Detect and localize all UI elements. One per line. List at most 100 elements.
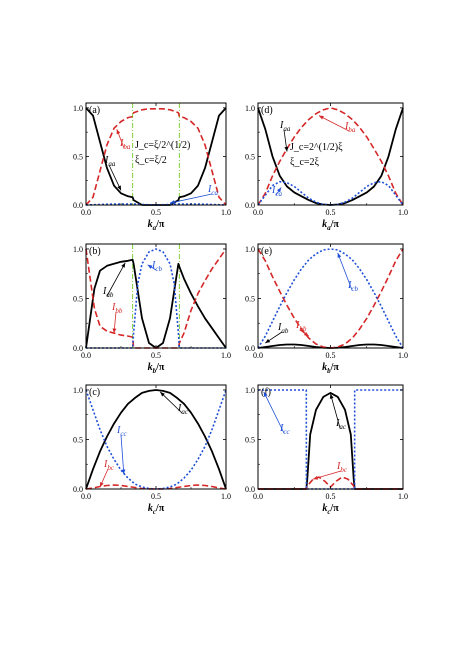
annotation-arrow bbox=[330, 393, 341, 429]
annotation-arrowhead bbox=[170, 200, 175, 204]
annotation-arrowhead bbox=[100, 482, 104, 488]
y-tick-label: 0.0 bbox=[73, 344, 83, 353]
annotation-arrowhead bbox=[318, 115, 324, 120]
curve-label: Icb bbox=[151, 260, 162, 273]
curve-label: Ibc bbox=[336, 461, 348, 474]
panel-label: (d) bbox=[261, 105, 273, 116]
x-axis-label: ka/π bbox=[322, 219, 339, 232]
y-tick-label: 0.0 bbox=[245, 485, 255, 494]
y-tick-label: 1.0 bbox=[73, 104, 83, 113]
annotation-arrowhead bbox=[303, 331, 309, 337]
y-tick-label: 0.5 bbox=[245, 435, 255, 444]
curve-label: Icc bbox=[116, 425, 127, 438]
annotation-arrow bbox=[106, 262, 126, 297]
x-tick-label: 0.0 bbox=[81, 351, 91, 360]
y-tick-label: 1.0 bbox=[73, 245, 83, 254]
y-tick-label: 0.5 bbox=[73, 294, 83, 303]
y-tick-label: 1.0 bbox=[245, 386, 255, 395]
x-tick-label: 1.0 bbox=[221, 351, 231, 360]
annotation-arrowhead bbox=[160, 391, 165, 397]
chart-panel: 0.0 0.5 1.0 0.0 0.5 1.0 (b) kb/π Iab Ibb Icb bbox=[73, 243, 231, 375]
series-line-blue bbox=[258, 389, 403, 490]
panel-label: (b) bbox=[89, 246, 101, 257]
panel-label: (c) bbox=[89, 387, 100, 398]
y-tick-label: 0.5 bbox=[245, 294, 255, 303]
x-axis-label: ka/π bbox=[148, 219, 165, 232]
curve-label: Iaa bbox=[104, 155, 116, 168]
panel-label: (a) bbox=[89, 105, 100, 116]
x-tick-label: 0.0 bbox=[253, 208, 263, 217]
x-tick-label: 0.0 bbox=[81, 208, 91, 217]
annotation-arrow bbox=[159, 391, 183, 414]
annotation-arrowhead bbox=[313, 475, 319, 480]
curve-label: Ica bbox=[207, 184, 218, 197]
y-tick-label: 0.5 bbox=[73, 152, 83, 161]
annotation-arrowhead bbox=[121, 262, 126, 268]
curve-label: Iba bbox=[344, 121, 356, 134]
chart-panel: 0.0 0.5 1.0 0.0 0.5 1.0 (e) kb/π Iab Ibb Icb bbox=[245, 243, 408, 375]
series-line-blue bbox=[85, 203, 227, 206]
curve-label: Ica bbox=[271, 185, 282, 198]
y-tick-label: 0.0 bbox=[73, 201, 83, 210]
x-axis-label: kc/π bbox=[148, 503, 165, 516]
x-tick-label: 0.0 bbox=[81, 492, 91, 501]
x-tick-label: 0.5 bbox=[151, 492, 161, 501]
x-tick-label: 0.5 bbox=[326, 351, 336, 360]
y-tick-label: 0.5 bbox=[245, 152, 255, 161]
annotation-arrowhead bbox=[121, 469, 126, 475]
series-line-red bbox=[85, 108, 227, 206]
annotation-arrow bbox=[337, 252, 353, 291]
y-tick-label: 0.0 bbox=[245, 344, 255, 353]
curve-label: Iac bbox=[177, 403, 189, 416]
annotation-arrowhead bbox=[112, 328, 117, 334]
annotation-arrow bbox=[312, 470, 342, 480]
x-tick-label: 1.0 bbox=[221, 492, 231, 501]
curve-label: Ibc bbox=[103, 459, 115, 472]
parameter-label: J_c=ξ/2^(1/2) bbox=[135, 140, 190, 151]
annotation-arrow bbox=[108, 164, 122, 191]
curve-label: Icb bbox=[347, 280, 358, 293]
series-line-black bbox=[85, 389, 227, 490]
series-line-black bbox=[258, 391, 403, 490]
x-tick-label: 1.0 bbox=[398, 492, 408, 501]
curve-label: Ibb bbox=[295, 320, 307, 333]
panel-label: (f) bbox=[261, 387, 271, 398]
curve-label: Icc bbox=[279, 423, 290, 436]
annotation-arrow bbox=[169, 193, 213, 204]
chart-panel: 0.0 0.5 1.0 0.0 0.5 1.0 (f) kc/π Iac Ibc Icc bbox=[245, 384, 408, 516]
series-line-blue bbox=[257, 248, 404, 349]
x-tick-label: 1.0 bbox=[221, 208, 231, 217]
x-axis-label: kc/π bbox=[322, 503, 339, 516]
annotation-arrowhead bbox=[263, 391, 268, 397]
chart-panel: 0.0 0.5 1.0 0.0 0.5 1.0 (d) ka/π Iaa Iba Ica J_c=2^… bbox=[245, 102, 408, 232]
y-tick-label: 1.0 bbox=[245, 245, 255, 254]
annotation-arrowhead bbox=[337, 252, 342, 258]
curve-label: Ibb bbox=[111, 302, 123, 315]
y-tick-label: 0.0 bbox=[73, 485, 83, 494]
curve-label: Iaa bbox=[279, 120, 291, 133]
y-tick-label: 1.0 bbox=[245, 104, 255, 113]
annotation-arrow bbox=[120, 434, 125, 475]
curve-label: Iab bbox=[277, 322, 289, 335]
curve-label: Iac bbox=[335, 418, 347, 431]
x-tick-label: 0.5 bbox=[326, 208, 336, 217]
annotation-arrow bbox=[263, 391, 285, 434]
x-tick-label: 1.0 bbox=[398, 208, 408, 217]
annotation-arrowhead bbox=[265, 338, 271, 344]
series-line-red bbox=[85, 484, 227, 490]
y-tick-label: 1.0 bbox=[73, 386, 83, 395]
panel-label: (e) bbox=[261, 246, 272, 257]
curve-label: Iab bbox=[102, 286, 114, 299]
x-axis-label: kb/π bbox=[322, 362, 339, 375]
series-line-blue bbox=[85, 389, 227, 490]
annotation-arrow bbox=[318, 115, 350, 132]
x-tick-label: 0.5 bbox=[151, 208, 161, 217]
annotation-arrowhead bbox=[147, 264, 153, 269]
annotation-arrowhead bbox=[284, 146, 289, 152]
y-tick-label: 0.5 bbox=[73, 435, 83, 444]
x-tick-label: 0.5 bbox=[326, 492, 336, 501]
x-tick-label: 0.0 bbox=[253, 492, 263, 501]
x-tick-label: 1.0 bbox=[398, 351, 408, 360]
